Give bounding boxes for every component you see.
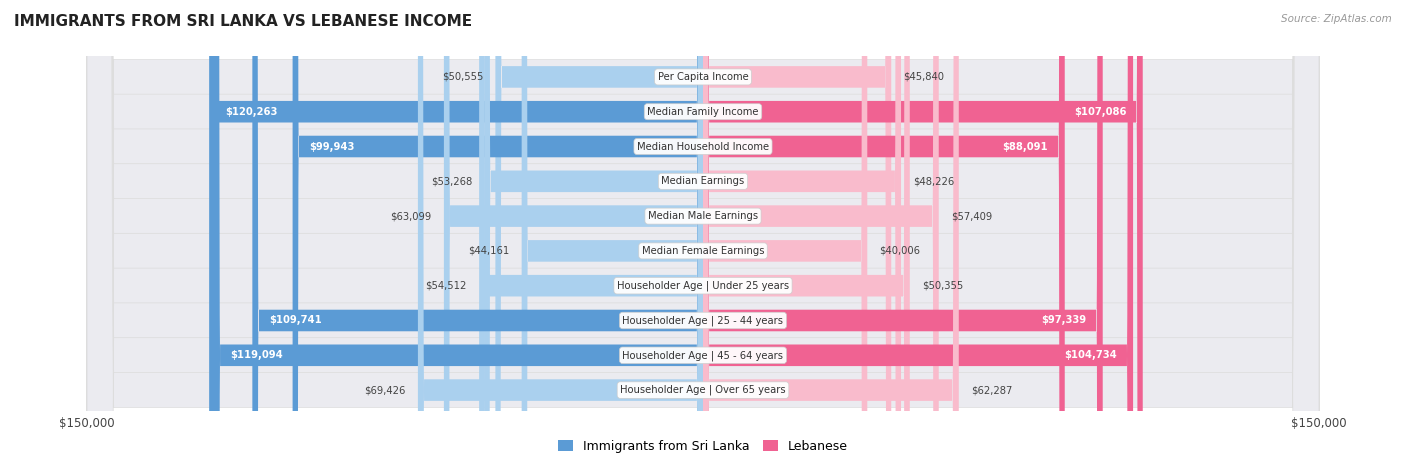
Text: $50,555: $50,555 [441, 72, 484, 82]
Text: Per Capita Income: Per Capita Income [658, 72, 748, 82]
FancyBboxPatch shape [703, 0, 1143, 467]
Text: $88,091: $88,091 [1002, 142, 1049, 151]
FancyBboxPatch shape [444, 0, 703, 467]
FancyBboxPatch shape [703, 0, 868, 467]
FancyBboxPatch shape [703, 0, 959, 467]
Text: $62,287: $62,287 [972, 385, 1012, 395]
Text: Householder Age | 25 - 44 years: Householder Age | 25 - 44 years [623, 315, 783, 326]
Text: Source: ZipAtlas.com: Source: ZipAtlas.com [1281, 14, 1392, 24]
FancyBboxPatch shape [87, 0, 1319, 467]
FancyBboxPatch shape [703, 0, 910, 467]
Text: Householder Age | Under 25 years: Householder Age | Under 25 years [617, 281, 789, 291]
FancyBboxPatch shape [87, 0, 1319, 467]
FancyBboxPatch shape [87, 0, 1319, 467]
Text: $57,409: $57,409 [950, 211, 993, 221]
FancyBboxPatch shape [495, 0, 703, 467]
Text: $53,268: $53,268 [430, 177, 472, 186]
FancyBboxPatch shape [703, 0, 1102, 467]
Text: $119,094: $119,094 [231, 350, 283, 360]
FancyBboxPatch shape [703, 0, 891, 467]
Text: $107,086: $107,086 [1074, 107, 1126, 117]
FancyBboxPatch shape [418, 0, 703, 467]
Text: $63,099: $63,099 [391, 211, 432, 221]
FancyBboxPatch shape [87, 0, 1319, 467]
Text: $97,339: $97,339 [1042, 316, 1087, 325]
Legend: Immigrants from Sri Lanka, Lebanese: Immigrants from Sri Lanka, Lebanese [554, 435, 852, 458]
FancyBboxPatch shape [87, 0, 1319, 467]
Text: Median Household Income: Median Household Income [637, 142, 769, 151]
FancyBboxPatch shape [214, 0, 703, 467]
Text: Householder Age | 45 - 64 years: Householder Age | 45 - 64 years [623, 350, 783, 361]
FancyBboxPatch shape [703, 0, 901, 467]
FancyBboxPatch shape [479, 0, 703, 467]
Text: IMMIGRANTS FROM SRI LANKA VS LEBANESE INCOME: IMMIGRANTS FROM SRI LANKA VS LEBANESE IN… [14, 14, 472, 29]
FancyBboxPatch shape [292, 0, 703, 467]
Text: $45,840: $45,840 [904, 72, 945, 82]
FancyBboxPatch shape [252, 0, 703, 467]
FancyBboxPatch shape [87, 0, 1319, 467]
FancyBboxPatch shape [703, 0, 1133, 467]
Text: Median Family Income: Median Family Income [647, 107, 759, 117]
Text: Median Earnings: Median Earnings [661, 177, 745, 186]
Text: $54,512: $54,512 [426, 281, 467, 290]
FancyBboxPatch shape [87, 0, 1319, 467]
FancyBboxPatch shape [522, 0, 703, 467]
FancyBboxPatch shape [484, 0, 703, 467]
FancyBboxPatch shape [87, 0, 1319, 467]
FancyBboxPatch shape [87, 0, 1319, 467]
FancyBboxPatch shape [703, 0, 1064, 467]
Text: $99,943: $99,943 [309, 142, 354, 151]
Text: Median Female Earnings: Median Female Earnings [641, 246, 765, 256]
Text: $40,006: $40,006 [880, 246, 921, 256]
Text: Householder Age | Over 65 years: Householder Age | Over 65 years [620, 385, 786, 396]
Text: $48,226: $48,226 [914, 177, 955, 186]
Text: $104,734: $104,734 [1064, 350, 1116, 360]
FancyBboxPatch shape [209, 0, 703, 467]
Text: $50,355: $50,355 [922, 281, 963, 290]
FancyBboxPatch shape [703, 0, 939, 467]
Text: Median Male Earnings: Median Male Earnings [648, 211, 758, 221]
Text: $109,741: $109,741 [269, 316, 322, 325]
Text: $120,263: $120,263 [225, 107, 278, 117]
FancyBboxPatch shape [87, 0, 1319, 467]
Text: $44,161: $44,161 [468, 246, 509, 256]
Text: $69,426: $69,426 [364, 385, 405, 395]
